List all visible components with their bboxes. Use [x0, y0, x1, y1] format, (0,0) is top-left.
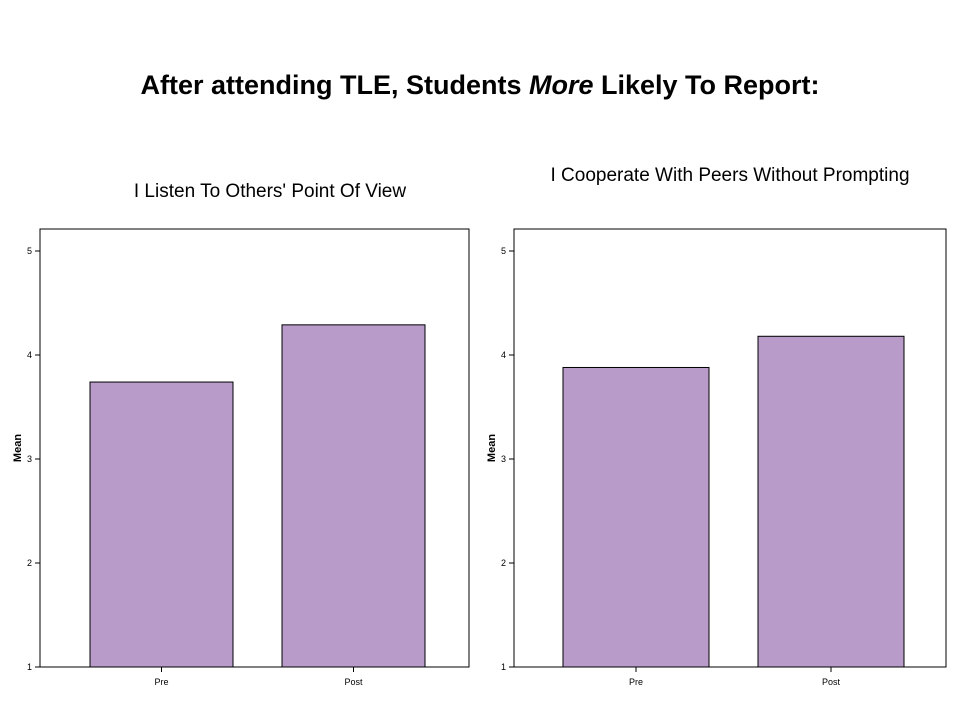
plot-frame — [39, 228, 470, 668]
y-tick-label: 5 — [501, 246, 506, 256]
y-tick-label: 1 — [27, 662, 32, 672]
bar-post — [757, 335, 905, 668]
bar-pre — [562, 366, 710, 668]
x-tick-label: Post — [344, 677, 363, 687]
x-tick-label: Post — [822, 677, 841, 687]
y-tick-label: 2 — [501, 558, 506, 568]
x-tick-label: Pre — [629, 677, 643, 687]
y-tick-label: 2 — [27, 558, 32, 568]
chart-title-listen: I Listen To Others' Point Of View — [133, 181, 407, 202]
y-axis-label: Mean — [486, 434, 498, 462]
y-tick-label: 4 — [501, 350, 506, 360]
y-axis-label: Mean — [12, 434, 24, 462]
chart-title-cooperate: I Cooperate With Peers Without Prompting — [550, 165, 910, 186]
y-tick-label: 1 — [501, 662, 506, 672]
page-title-after: Likely To Report: — [593, 70, 820, 100]
y-tick-label: 5 — [27, 246, 32, 256]
y-tick-label: 3 — [27, 454, 32, 464]
bar-post — [281, 324, 426, 668]
page-title: After attending TLE, Students More Likel… — [0, 70, 960, 101]
page-title-emphasis: More — [528, 70, 594, 100]
y-tick-label: 3 — [501, 454, 506, 464]
y-tick-label: 4 — [27, 350, 32, 360]
x-tick-label: Pre — [154, 677, 168, 687]
plot-frame — [513, 228, 947, 668]
page-title-before: After attending TLE, Students — [140, 70, 529, 100]
